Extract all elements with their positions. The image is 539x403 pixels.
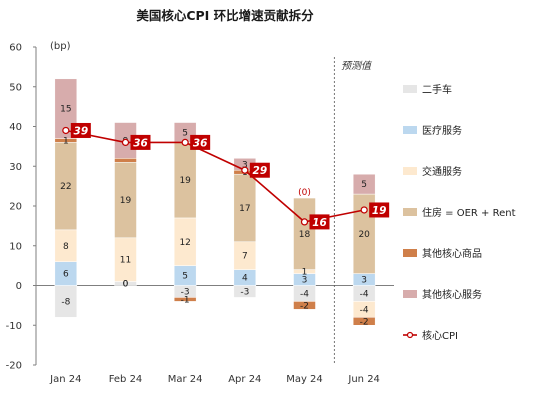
bar-segment <box>114 158 137 163</box>
bar-segment <box>352 173 376 195</box>
data-label: 22 <box>60 182 71 192</box>
data-label: 1 <box>302 268 308 278</box>
core-cpi-line <box>65 129 365 223</box>
chart-title: 美国核心CPI 环比增速贡献拆分 <box>136 8 314 23</box>
core-cpi-value-box <box>130 134 151 150</box>
data-label: 5 <box>361 180 367 190</box>
data-label: -4 <box>360 305 369 315</box>
core-cpi-point <box>241 166 249 174</box>
data-label: 20 <box>358 230 370 240</box>
data-label: -1 <box>181 295 190 305</box>
data-label: -4 <box>360 289 369 299</box>
data-label: 8 <box>63 242 69 252</box>
bar-segment <box>293 301 316 310</box>
legend-swatch <box>403 208 417 216</box>
bar-segment <box>173 297 197 302</box>
core-cpi-line-layer: 39 36 36 29 16 19 <box>62 122 390 230</box>
core-cpi-value-box <box>190 134 211 150</box>
core-cpi-value-box <box>309 214 330 230</box>
legend-swatch <box>403 167 417 175</box>
legend-swatch <box>403 126 417 134</box>
data-label: 6 <box>63 270 69 280</box>
y-tick-label: 10 <box>9 241 22 252</box>
data-label: 17 <box>239 204 250 214</box>
core-cpi-point <box>62 126 70 135</box>
core-cpi-value-box <box>70 122 91 138</box>
legend-label: 二手车 <box>422 83 452 96</box>
y-tick-label: 60 <box>9 43 22 54</box>
core-cpi-point <box>181 138 189 146</box>
y-tick-label: 40 <box>9 122 22 133</box>
legend-label: 住房 = OER + Rent <box>422 206 516 219</box>
legend-label: 医疗服务 <box>422 124 462 137</box>
core-cpi-value-label: 36 <box>193 137 208 149</box>
x-tick-label: May 24 <box>286 374 323 385</box>
y-tick-label: 30 <box>9 162 22 173</box>
legend-swatch <box>403 249 417 257</box>
bar-segment <box>352 317 376 326</box>
data-label: 19 <box>179 176 191 186</box>
y-axis-unit: (bp) <box>50 41 71 52</box>
legend-label: 交通服务 <box>422 165 462 178</box>
core-cpi-point <box>300 218 309 226</box>
data-label: 0 <box>123 280 129 290</box>
data-label: 4 <box>242 274 248 284</box>
data-label: -3 <box>240 287 249 297</box>
bars-layer: -868221150011199-351219-15-3471713-43118… <box>54 78 376 327</box>
y-tick-label: 0 <box>16 281 22 292</box>
y-tick-label: 50 <box>9 82 22 93</box>
core-cpi-value-label: 19 <box>372 205 387 217</box>
data-label: 12 <box>179 238 190 248</box>
legend-label: 其他核心服务 <box>422 288 482 301</box>
y-tick-label: -10 <box>6 321 22 332</box>
data-label: 3 <box>242 160 248 170</box>
data-label: 7 <box>242 252 248 262</box>
legend-swatch <box>403 85 417 93</box>
forecast-label: 预测值 <box>341 60 373 72</box>
x-tick-label: Jan 24 <box>49 374 81 385</box>
data-label: -3 <box>181 287 190 297</box>
legend-line-marker <box>406 331 414 339</box>
data-label: -2 <box>300 301 309 311</box>
legend-label: 其他核心商品 <box>422 247 482 260</box>
data-label: 5 <box>182 128 188 138</box>
data-label: 19 <box>120 196 132 206</box>
data-label: 5 <box>182 272 188 282</box>
core-cpi-value-box <box>249 162 270 178</box>
legend-swatch <box>403 290 417 298</box>
data-label: 3 <box>361 276 367 286</box>
core-cpi-point <box>360 206 368 214</box>
data-label: 18 <box>299 230 311 240</box>
data-label: 1 <box>63 136 69 146</box>
core-cpi-value-box <box>369 202 390 218</box>
core-cpi-value-label: 29 <box>253 165 268 177</box>
y-tick-label: -20 <box>6 361 22 372</box>
data-label: -4 <box>300 289 309 299</box>
data-label: 11 <box>120 256 131 266</box>
x-tick-label: Feb 24 <box>109 374 143 385</box>
core-cpi-value-label: 16 <box>312 217 327 229</box>
data-label: -2 <box>360 317 369 327</box>
x-tick-label: Jun 24 <box>347 374 380 385</box>
data-label: 0 <box>123 280 129 290</box>
data-label: -8 <box>61 297 70 307</box>
x-tick-label: Apr 24 <box>228 374 261 385</box>
x-tick-label: Mar 24 <box>168 374 203 385</box>
data-label: 15 <box>60 105 71 115</box>
data-label: 3 <box>302 276 308 286</box>
core-cpi-point <box>121 138 130 146</box>
data-label: (0) <box>298 188 311 198</box>
legend-label: 核心CPI <box>422 329 458 342</box>
core-cpi-value-label: 36 <box>133 137 148 149</box>
y-tick-label: 20 <box>9 202 22 213</box>
core-cpi-value-label: 39 <box>74 125 89 137</box>
